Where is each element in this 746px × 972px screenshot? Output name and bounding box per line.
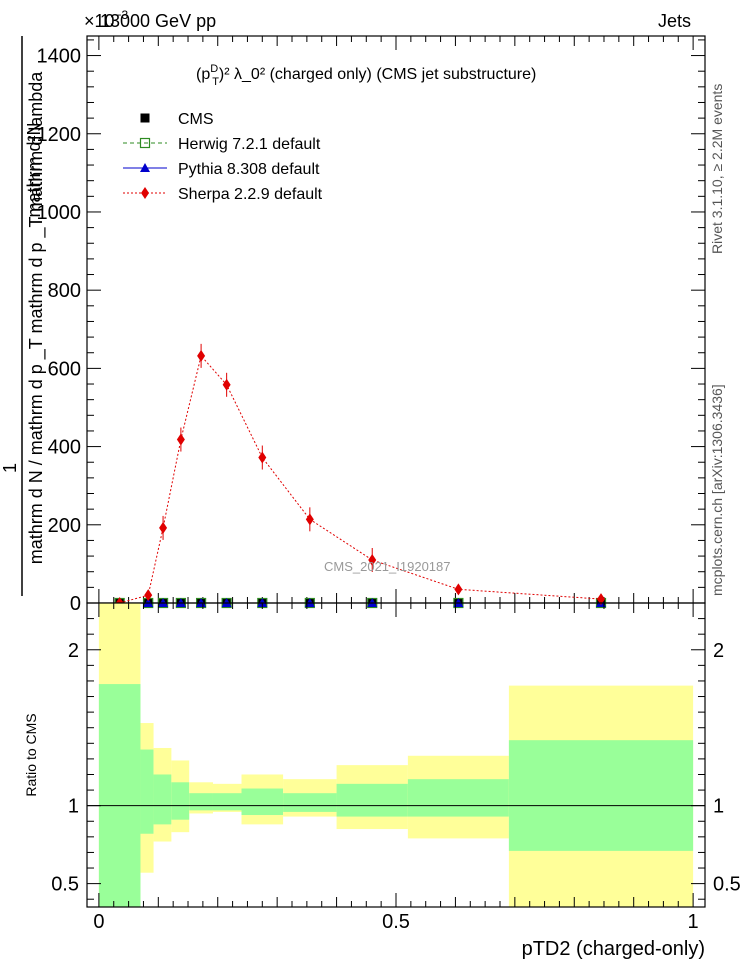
x-tick-label: 1 bbox=[688, 911, 699, 933]
data-point-sherpa bbox=[597, 593, 606, 606]
ratio-inner-band-10 bbox=[508, 740, 694, 851]
mcplots-label: mcplots.cern.ch [arXiv:1306.3436] bbox=[709, 384, 725, 596]
rivet-label: Rivet 3.1.10, ≥ 2.2M events bbox=[709, 84, 725, 254]
main-y-tick-label: 200 bbox=[48, 515, 81, 537]
y-label-numerator: 1 bbox=[0, 463, 20, 473]
data-point-sherpa bbox=[305, 513, 314, 526]
ratio-inner-band-9 bbox=[407, 779, 509, 817]
ratio-y-tick-label: 2 bbox=[68, 640, 79, 662]
ratio-y-tick-label: 1 bbox=[68, 796, 79, 818]
ratio-y-axis-label: Ratio to CMS bbox=[23, 713, 39, 796]
main-title: (pD T)² λ_0² (charged only) (CMS jet subs… bbox=[196, 63, 536, 88]
ratio-inner-band-7 bbox=[283, 793, 337, 812]
data-point-sherpa bbox=[222, 378, 231, 391]
energy-label: 13000 GeV pp bbox=[100, 11, 216, 31]
ratio-y-tick-label: 0.5 bbox=[51, 874, 79, 896]
data-point-sherpa bbox=[368, 553, 377, 566]
data-point-sherpa bbox=[258, 451, 267, 464]
ratio-inner-band-0 bbox=[98, 684, 141, 907]
main-y-tick-label: 1400 bbox=[37, 46, 82, 68]
ratio-inner-band-1 bbox=[140, 749, 154, 834]
legend-label-pythia: Pythia 8.308 default bbox=[178, 161, 320, 178]
ratio-y-tick-label-right: 2 bbox=[713, 640, 724, 662]
exponent-label: ×10−3 bbox=[84, 8, 129, 31]
data-point-sherpa bbox=[176, 433, 185, 446]
legend-label-cms: CMS bbox=[178, 111, 214, 128]
main-y-axis-label: 1 mathrm d²N mathrm d N / mathrm d p _T … bbox=[0, 36, 47, 596]
legend-label-sherpa: Sherpa 2.2.9 default bbox=[178, 186, 323, 203]
x-axis-label: pTD2 (charged-only) bbox=[522, 938, 705, 960]
ratio-inner-band-5 bbox=[212, 793, 242, 811]
main-y-tick-label: 800 bbox=[48, 280, 81, 302]
ratio-inner-band-2 bbox=[153, 774, 172, 825]
ratio-inner-band-4 bbox=[189, 793, 213, 811]
legend: CMS Herwig 7.2.1 default Pythia 8.308 defa… bbox=[123, 111, 323, 203]
ratio-plot: 0 0.5 1 0.5 0.5 1 1 2 2 bbox=[51, 602, 741, 933]
main-plot: 0 200 400 600 800 1000 1200 1400 bbox=[37, 35, 706, 615]
main-y-tick-label: 1200 bbox=[37, 124, 82, 146]
y-label-denominator: mathrm d N / mathrm d p _T mathrm d p _T… bbox=[26, 71, 47, 564]
data-point-sherpa bbox=[454, 583, 463, 596]
ratio-y-tick-label-right: 1 bbox=[713, 796, 724, 818]
ratio-y-tick-label-right: 0.5 bbox=[713, 874, 741, 896]
ratio-inner-band-6 bbox=[241, 788, 284, 816]
main-y-tick-label: 1000 bbox=[37, 202, 82, 224]
ratio-inner-band-3 bbox=[171, 782, 190, 820]
main-y-tick-label: 0 bbox=[70, 593, 81, 615]
y-label-top: mathrm d²N bbox=[24, 122, 44, 217]
main-y-tick-label: 600 bbox=[48, 358, 81, 380]
x-tick-label: 0.5 bbox=[382, 911, 410, 933]
legend-marker-sherpa bbox=[141, 187, 149, 199]
legend-marker-cms bbox=[140, 113, 150, 123]
analysis-watermark: CMS_2021_I1920187 bbox=[324, 559, 451, 574]
ratio-inner-band-8 bbox=[336, 783, 408, 817]
data-point-sherpa bbox=[144, 589, 153, 602]
legend-label-herwig: Herwig 7.2.1 default bbox=[178, 136, 321, 153]
data-point-sherpa bbox=[197, 349, 206, 362]
category-label: Jets bbox=[658, 11, 691, 31]
legend-marker-pythia bbox=[140, 163, 150, 172]
legend-marker-herwig bbox=[139, 137, 151, 149]
main-y-tick-label: 400 bbox=[48, 437, 81, 459]
x-tick-label: 0 bbox=[93, 911, 104, 933]
data-point-sherpa bbox=[159, 521, 168, 534]
